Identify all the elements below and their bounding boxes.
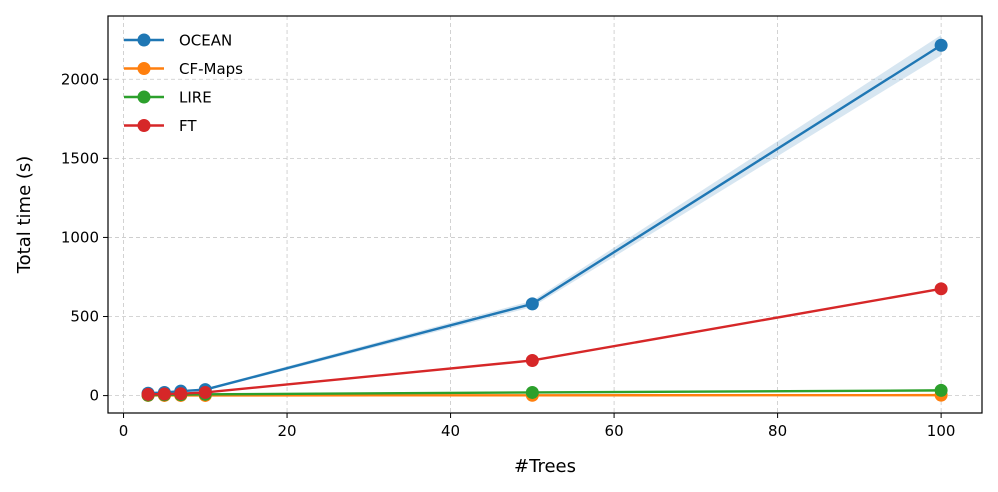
y-tick-label: 1500 <box>61 149 99 167</box>
y-axis-label: Total time (s) <box>14 156 35 275</box>
x-axis-label: #Trees <box>514 456 576 477</box>
legend-marker <box>137 33 151 47</box>
series-line <box>148 287 942 396</box>
data-point <box>157 387 171 401</box>
data-point <box>141 387 155 401</box>
legend-marker <box>137 119 151 132</box>
y-tick-label: 500 <box>70 308 99 326</box>
x-tick-label: 20 <box>278 422 297 440</box>
series-line <box>148 44 942 395</box>
data-point <box>525 297 539 311</box>
legend-label: FT <box>179 117 197 135</box>
legend-label: CF-Maps <box>179 60 243 78</box>
y-tick-label: 1000 <box>61 228 99 246</box>
legend-label: OCEAN <box>179 32 232 50</box>
data-point <box>934 383 948 397</box>
legend-marker <box>137 62 151 75</box>
confidence-band <box>148 34 942 395</box>
legend-marker <box>137 90 151 104</box>
data-point <box>525 385 539 399</box>
data-point <box>174 387 188 401</box>
x-tick-label: 0 <box>119 422 129 440</box>
x-tick-label: 60 <box>605 422 624 440</box>
data-point <box>525 353 539 367</box>
data-point <box>934 38 948 52</box>
confidence-bands <box>148 34 942 395</box>
data-point <box>934 282 948 296</box>
legend-label: LIRE <box>179 89 212 107</box>
y-tick-label: 2000 <box>61 70 99 88</box>
x-tick-label: 100 <box>927 422 956 440</box>
y-tick-label: 0 <box>89 387 99 405</box>
legend: OCEAN CF-Maps LIRE FT <box>124 32 243 135</box>
plot-frame <box>107 15 983 414</box>
x-tick-label: 80 <box>768 422 787 440</box>
x-tick-label: 40 <box>441 422 460 440</box>
series-lines <box>141 38 948 402</box>
data-point <box>198 385 212 399</box>
